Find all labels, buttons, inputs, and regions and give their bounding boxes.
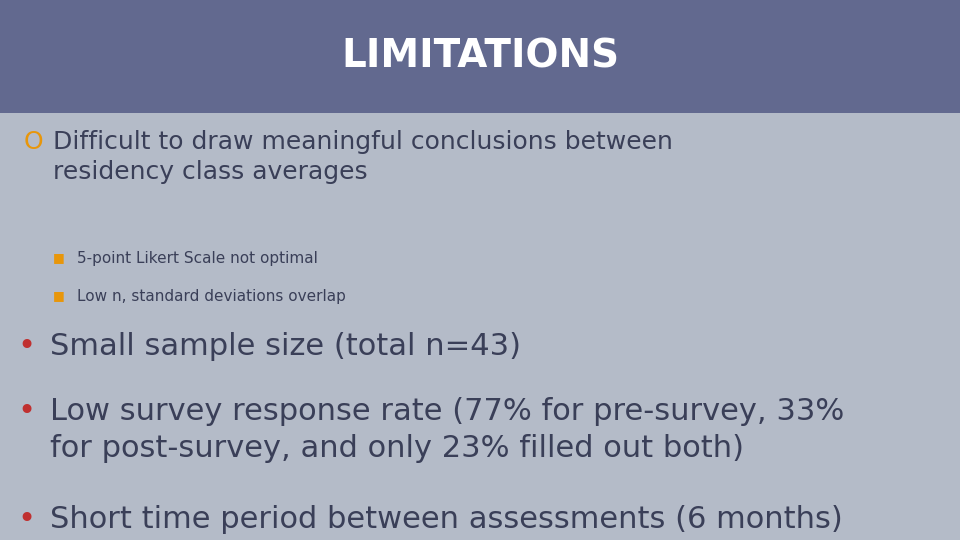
Text: •: • [17, 397, 36, 426]
Text: LIMITATIONS: LIMITATIONS [341, 38, 619, 76]
Text: O: O [24, 130, 43, 153]
Bar [0, 0, 960, 113]
Text: ■: ■ [53, 289, 64, 302]
Text: Small sample size (total n=43): Small sample size (total n=43) [50, 332, 521, 361]
Text: •: • [17, 332, 36, 361]
Text: 5-point Likert Scale not optimal: 5-point Likert Scale not optimal [77, 251, 318, 266]
Text: •: • [17, 505, 36, 534]
Text: ■: ■ [53, 251, 64, 264]
Text: Short time period between assessments (6 months): Short time period between assessments (6… [50, 505, 843, 534]
Text: Low n, standard deviations overlap: Low n, standard deviations overlap [77, 289, 346, 304]
Text: Difficult to draw meaningful conclusions between
residency class averages: Difficult to draw meaningful conclusions… [53, 130, 673, 184]
Text: Low survey response rate (77% for pre-survey, 33%
for post-survey, and only 23% : Low survey response rate (77% for pre-su… [50, 397, 844, 463]
